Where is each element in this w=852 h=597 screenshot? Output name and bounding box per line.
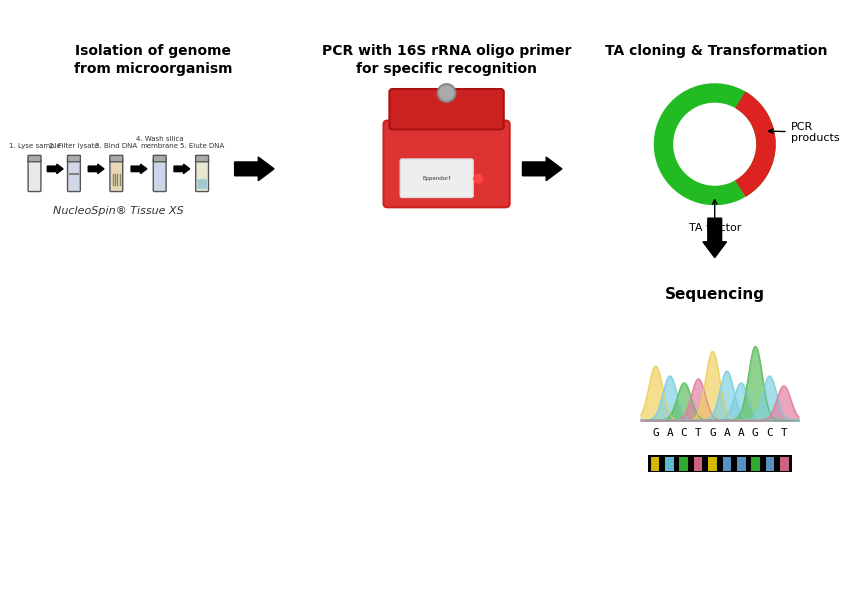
Polygon shape bbox=[522, 157, 561, 181]
Text: 1. Lyse sample: 1. Lyse sample bbox=[9, 143, 60, 149]
Polygon shape bbox=[174, 164, 189, 174]
FancyBboxPatch shape bbox=[195, 155, 208, 162]
FancyBboxPatch shape bbox=[693, 457, 701, 470]
Text: T: T bbox=[780, 428, 786, 438]
FancyBboxPatch shape bbox=[780, 457, 788, 470]
Text: A: A bbox=[665, 428, 672, 438]
Polygon shape bbox=[88, 164, 104, 174]
FancyBboxPatch shape bbox=[678, 457, 688, 470]
FancyBboxPatch shape bbox=[28, 155, 41, 162]
FancyBboxPatch shape bbox=[765, 457, 774, 470]
Text: Sequencing: Sequencing bbox=[664, 287, 764, 302]
Circle shape bbox=[437, 84, 455, 102]
FancyBboxPatch shape bbox=[197, 179, 207, 189]
Text: Isolation of genome
from microorganism: Isolation of genome from microorganism bbox=[73, 44, 232, 76]
FancyBboxPatch shape bbox=[195, 159, 208, 192]
Circle shape bbox=[473, 174, 482, 184]
FancyBboxPatch shape bbox=[736, 457, 745, 470]
FancyBboxPatch shape bbox=[383, 121, 509, 207]
FancyBboxPatch shape bbox=[665, 457, 673, 470]
Text: C: C bbox=[765, 428, 772, 438]
Text: 2. Filter lysate: 2. Filter lysate bbox=[49, 143, 99, 149]
FancyBboxPatch shape bbox=[650, 457, 659, 470]
Text: C: C bbox=[680, 428, 687, 438]
Text: 3. Bind DNA: 3. Bind DNA bbox=[95, 143, 137, 149]
Text: G: G bbox=[708, 428, 715, 438]
Text: T: T bbox=[694, 428, 701, 438]
Text: TA cloning & Transformation: TA cloning & Transformation bbox=[605, 44, 827, 58]
FancyBboxPatch shape bbox=[67, 155, 80, 162]
Text: G: G bbox=[751, 428, 757, 438]
Text: TA vector: TA vector bbox=[688, 200, 740, 233]
Polygon shape bbox=[234, 157, 273, 181]
Text: A: A bbox=[722, 428, 729, 438]
FancyBboxPatch shape bbox=[153, 159, 166, 192]
FancyBboxPatch shape bbox=[153, 155, 166, 162]
FancyBboxPatch shape bbox=[722, 457, 730, 470]
Text: A: A bbox=[737, 428, 744, 438]
FancyBboxPatch shape bbox=[400, 159, 473, 198]
FancyBboxPatch shape bbox=[751, 457, 759, 470]
Text: NucleoSpin® Tissue XS: NucleoSpin® Tissue XS bbox=[53, 207, 183, 216]
Text: 4. Wash silica
membrane: 4. Wash silica membrane bbox=[135, 136, 183, 149]
Polygon shape bbox=[47, 164, 63, 174]
FancyBboxPatch shape bbox=[389, 89, 504, 130]
Text: G: G bbox=[652, 428, 659, 438]
FancyBboxPatch shape bbox=[110, 155, 123, 162]
Text: Eppendorf: Eppendorf bbox=[422, 176, 451, 181]
FancyBboxPatch shape bbox=[647, 455, 791, 472]
FancyBboxPatch shape bbox=[110, 159, 123, 192]
FancyBboxPatch shape bbox=[67, 159, 80, 192]
Text: PCR
products: PCR products bbox=[768, 122, 838, 143]
Text: PCR with 16S rRNA oligo primer
for specific recognition: PCR with 16S rRNA oligo primer for speci… bbox=[321, 44, 571, 76]
Polygon shape bbox=[131, 164, 147, 174]
FancyBboxPatch shape bbox=[28, 159, 41, 192]
FancyBboxPatch shape bbox=[707, 457, 716, 470]
Text: 5. Elute DNA: 5. Elute DNA bbox=[180, 143, 224, 149]
Polygon shape bbox=[702, 218, 726, 257]
